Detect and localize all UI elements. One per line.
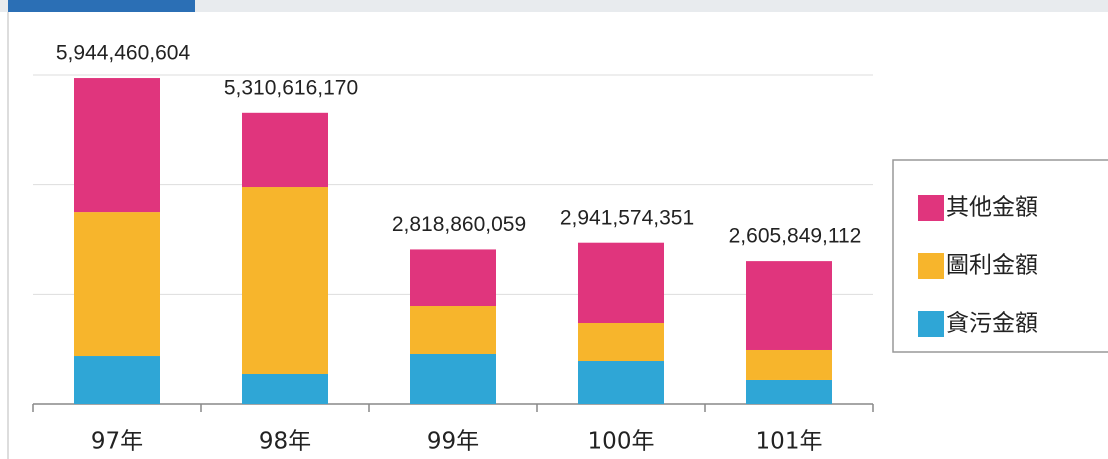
total-label: 2,818,860,059 (392, 213, 526, 236)
total-label: 5,310,616,170 (224, 76, 358, 99)
legend-label: 圖利金額 (946, 253, 1038, 279)
bar-segment (746, 261, 832, 350)
bar-segment (746, 349, 832, 380)
bar-segment (410, 306, 496, 354)
x-tick-label: 98年 (259, 429, 311, 455)
legend-label: 其他金額 (946, 195, 1038, 221)
total-label: 2,941,574,351 (560, 206, 694, 229)
header-band (0, 0, 1108, 12)
legend-label: 貪污金額 (946, 311, 1038, 337)
bar-segment (410, 249, 496, 307)
bar-segment (746, 379, 832, 404)
bar-segment (410, 353, 496, 404)
total-label: 5,944,460,604 (56, 42, 191, 65)
legend-swatch (918, 195, 944, 221)
bar-segment (242, 112, 328, 188)
bar-segment (74, 356, 160, 404)
bar-segment (242, 374, 328, 404)
x-tick-label: 100年 (588, 429, 655, 455)
bar-segment (578, 242, 664, 324)
x-tick-label: 97年 (91, 429, 143, 455)
x-tick-label: 99年 (427, 429, 479, 455)
bar-segment (74, 212, 160, 357)
bar-segment (242, 187, 328, 375)
bar-segment (74, 78, 160, 213)
legend-swatch (918, 311, 944, 337)
bar-segment (578, 361, 664, 404)
bar-segment (578, 323, 664, 362)
x-tick-label: 101年 (756, 429, 823, 455)
total-label: 2,605,849,112 (729, 225, 862, 248)
header-box (8, 0, 195, 12)
legend-swatch (918, 253, 944, 279)
